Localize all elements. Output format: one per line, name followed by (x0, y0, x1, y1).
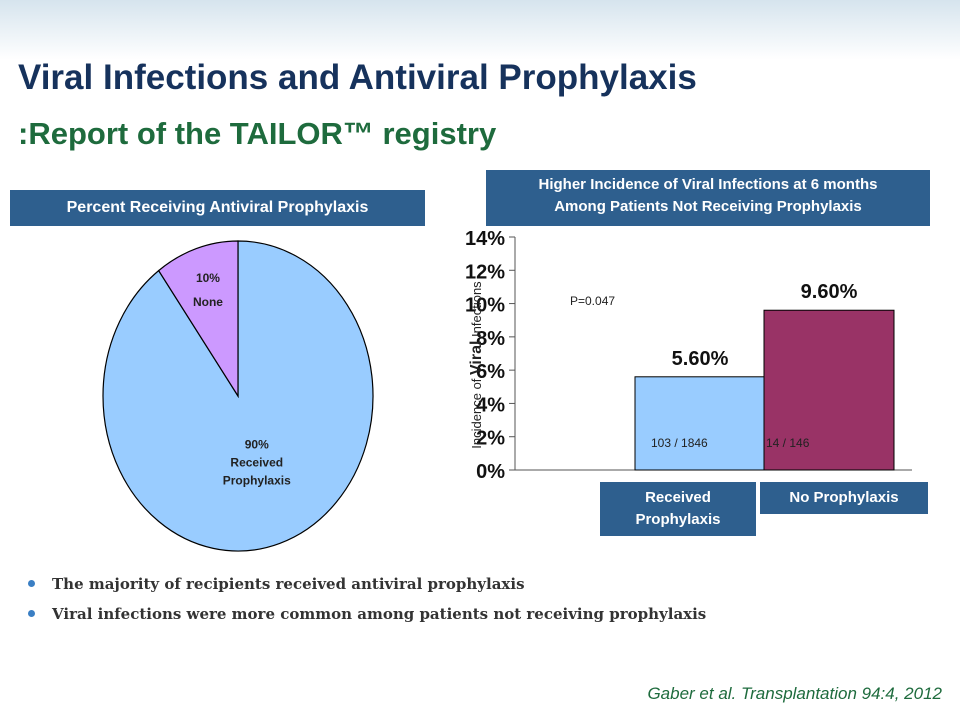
bullet-dot-icon (28, 610, 35, 617)
bullet-text: Viral infections were more common among … (52, 605, 707, 623)
bar (763, 309, 895, 471)
bullet-item: Viral infections were more common among … (28, 605, 706, 623)
slide-title: Viral Infections and Antiviral Prophylax… (18, 58, 697, 97)
bar-chart-title-line2: Among Patients Not Receiving Prophylaxis (554, 198, 862, 215)
y-tick-label: 8% (476, 328, 505, 350)
bar (634, 376, 766, 471)
bullet-list: The majority of recipients received anti… (28, 575, 706, 635)
y-tick-label: 10% (465, 295, 505, 317)
citation: Gaber et al. Transplantation 94:4, 2012 (647, 684, 942, 703)
category-label-received-line1: Received (645, 489, 711, 506)
pie-label-percent: 90% (245, 437, 269, 451)
bullet-item: The majority of recipients received anti… (28, 575, 706, 593)
pie-label: Received (230, 455, 283, 469)
pie-label: None (193, 295, 223, 309)
y-tick-label: 2% (476, 428, 505, 450)
bar-count-label: 103 / 1846 (651, 436, 708, 450)
y-tick-label: 12% (465, 261, 505, 283)
pie-label-percent: 10% (196, 271, 220, 285)
bar-value-label: 9.60% (801, 281, 858, 303)
p-value-label: P=0.047 (570, 294, 615, 308)
pie-label: Prophylaxis (223, 473, 291, 487)
y-axis-label: Incidence of Viral Infections (468, 281, 485, 449)
bullet-text: The majority of recipients received anti… (52, 575, 525, 593)
slide-subtitle: :Report of the TAILOR™ registry (18, 116, 497, 151)
category-label-received: Received Prophylaxis (600, 482, 756, 536)
bullet-dot-icon (28, 580, 35, 587)
category-label-received-line2: Prophylaxis (635, 511, 721, 528)
bar-count-label: 14 / 146 (766, 436, 810, 450)
y-tick-label: 14% (465, 228, 505, 250)
y-tick-label: 0% (476, 461, 505, 483)
bar-value-label: 5.60% (672, 348, 729, 370)
y-tick-label: 6% (476, 361, 505, 383)
bar-chart-title: Higher Incidence of Viral Infections at … (486, 170, 930, 226)
category-label-none: No Prophylaxis (760, 482, 928, 514)
y-tick-label: 4% (476, 394, 505, 416)
bar-chart-title-line1: Higher Incidence of Viral Infections at … (538, 176, 878, 193)
pie-slice (157, 240, 239, 399)
pie-chart-title: Percent Receiving Antiviral Prophylaxis (10, 190, 425, 226)
